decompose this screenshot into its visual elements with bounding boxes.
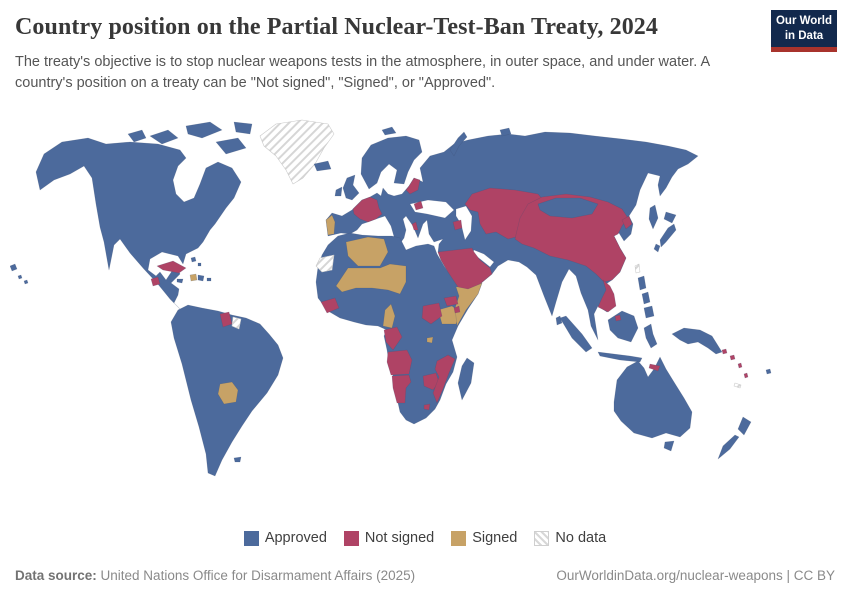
legend-label-signed: Signed xyxy=(472,530,518,546)
legend-item-not-signed[interactable]: Not signed xyxy=(343,530,435,546)
map-region-new-caledonia[interactable] xyxy=(733,382,742,389)
map-region-greenland[interactable] xyxy=(259,119,335,185)
map-region-madagascar[interactable] xyxy=(457,357,475,401)
map-region-north-america[interactable] xyxy=(35,137,242,310)
map-region-borneo[interactable] xyxy=(607,310,639,343)
chart-subtitle: The treaty's objective is to stop nuclea… xyxy=(15,54,710,92)
map-region-canada-arctic-islands[interactable] xyxy=(127,121,253,155)
world-choropleth-map xyxy=(10,112,840,527)
map-region-arabian-peninsula[interactable] xyxy=(437,247,493,290)
map-region-lesotho[interactable] xyxy=(423,403,431,411)
map-region-somalia[interactable] xyxy=(454,282,483,327)
legend-item-signed[interactable]: Signed xyxy=(451,530,517,546)
map-region-moldova[interactable] xyxy=(413,200,424,211)
map-region-guatemala[interactable] xyxy=(150,276,161,287)
map-region-baltic-states[interactable] xyxy=(405,177,421,195)
map-region-mongolia[interactable] xyxy=(537,197,599,219)
map-region-bahamas[interactable] xyxy=(190,256,202,267)
map-region-new-zealand[interactable] xyxy=(717,416,752,460)
map-region-north-korea[interactable] xyxy=(621,215,633,230)
map-region-south-sudan[interactable] xyxy=(421,302,443,325)
map-region-cuba[interactable] xyxy=(156,260,187,274)
map-region-vietnam-cambodia[interactable] xyxy=(597,279,617,313)
legend-label-no-data: No data xyxy=(555,530,607,546)
map-region-guinea[interactable] xyxy=(320,297,340,314)
map-region-japan[interactable] xyxy=(653,211,677,253)
owid-logo-box: Our World in Data xyxy=(771,10,837,47)
map-region-sakhalin[interactable] xyxy=(648,204,659,230)
map-region-algeria[interactable] xyxy=(345,236,389,267)
map-region-sumatra[interactable] xyxy=(559,315,593,353)
map-region-scandinavia[interactable] xyxy=(360,135,423,190)
chart-footer: Data source: United Nations Office for D… xyxy=(15,568,835,583)
map-region-falklands[interactable] xyxy=(233,456,242,463)
map-region-azerbaijan[interactable] xyxy=(452,219,463,231)
world-map-svg xyxy=(10,119,772,477)
legend-swatch-not-signed xyxy=(343,530,359,546)
map-region-sahel[interactable] xyxy=(335,263,407,295)
map-region-java[interactable] xyxy=(597,351,643,363)
map-region-albania[interactable] xyxy=(411,221,419,231)
map-region-haiti[interactable] xyxy=(189,273,198,282)
map-region-france[interactable] xyxy=(352,196,383,223)
map-region-china[interactable] xyxy=(514,193,629,283)
map-region-eritrea[interactable] xyxy=(443,295,459,307)
map-region-novaya-zemlya[interactable] xyxy=(449,131,468,157)
map-region-cameroon[interactable] xyxy=(382,303,396,329)
map-region-mozambique[interactable] xyxy=(432,354,456,404)
map-region-vanuatu[interactable] xyxy=(743,372,749,379)
legend-item-no-data[interactable]: No data xyxy=(534,530,606,546)
map-region-iceland[interactable] xyxy=(313,160,332,172)
map-region-fiji[interactable] xyxy=(765,368,772,375)
map-region-western-sahara[interactable] xyxy=(315,254,335,273)
map-region-australia[interactable] xyxy=(613,356,693,439)
map-region-gabon-congo[interactable] xyxy=(383,326,403,351)
legend-swatch-signed xyxy=(451,530,467,546)
map-region-angola[interactable] xyxy=(386,349,413,376)
map-region-svalbard[interactable] xyxy=(381,126,397,136)
legend-label-approved: Approved xyxy=(264,530,327,546)
map-region-french-guiana[interactable] xyxy=(231,316,242,330)
map-region-solomon-islands[interactable] xyxy=(721,348,743,369)
map-region-new-guinea[interactable] xyxy=(671,327,723,355)
map-region-burundi[interactable] xyxy=(426,336,434,344)
legend-swatch-no-data xyxy=(534,530,550,546)
map-region-brunei[interactable] xyxy=(614,314,622,322)
map-region-sulawesi[interactable] xyxy=(643,323,658,349)
credit-link[interactable]: OurWorldinData.org/nuclear-weapons | CC … xyxy=(556,568,835,583)
map-region-djibouti[interactable] xyxy=(453,305,461,314)
legend-item-approved[interactable]: Approved xyxy=(243,530,327,546)
map-region-taiwan[interactable] xyxy=(634,263,641,274)
map-region-tasmania[interactable] xyxy=(663,440,675,452)
map-region-puerto-rico[interactable] xyxy=(206,277,212,282)
map-region-portugal[interactable] xyxy=(325,214,336,236)
map-region-united-kingdom[interactable] xyxy=(342,174,360,201)
map-region-timor-leste[interactable] xyxy=(648,363,661,372)
legend-swatch-approved xyxy=(243,530,259,546)
map-region-dominican-republic[interactable] xyxy=(197,274,205,282)
data-source-text: Data source: United Nations Office for D… xyxy=(15,568,415,583)
map-region-ireland[interactable] xyxy=(334,186,343,197)
map-region-hawaii[interactable] xyxy=(17,274,29,285)
map-region-aleutians[interactable] xyxy=(10,263,18,272)
owid-logo-red-bar xyxy=(771,47,837,52)
owid-logo[interactable]: Our World in Data xyxy=(771,10,837,52)
map-region-jamaica[interactable] xyxy=(176,278,184,284)
map-region-severnaya-zemlya[interactable] xyxy=(499,127,512,137)
owid-logo-line2: in Data xyxy=(784,29,824,42)
legend-label-not-signed: Not signed xyxy=(364,530,435,546)
map-region-namibia[interactable] xyxy=(391,374,412,404)
data-source-label: Data source: xyxy=(15,568,97,583)
map-region-philippines[interactable] xyxy=(637,275,655,319)
map-legend: Approved Not signed Signed No data xyxy=(0,530,850,546)
map-region-paraguay[interactable] xyxy=(217,381,239,405)
data-source-value: United Nations Office for Disarmament Af… xyxy=(96,568,416,583)
owid-logo-line1: Our World xyxy=(775,15,832,28)
page-title: Country position on the Partial Nuclear-… xyxy=(15,14,658,40)
